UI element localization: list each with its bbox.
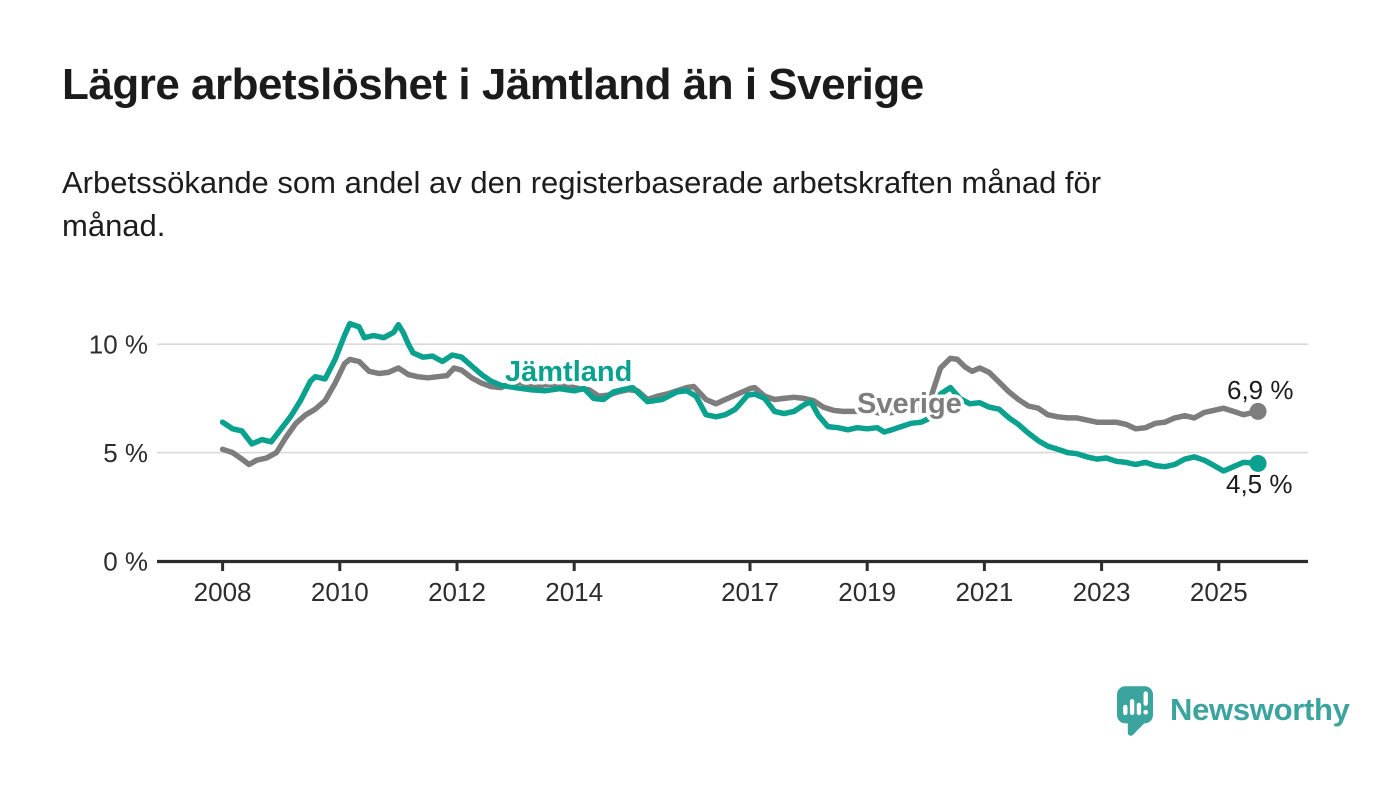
xtick-label-2012: 2012 [428,577,486,607]
xtick-label-2019: 2019 [838,577,896,607]
series-label-sverige: Sverige [857,388,962,420]
ytick-label-5: 5 % [103,438,148,468]
xtick-label-2023: 2023 [1073,577,1131,607]
chart-subtitle: Arbetssökande som andel av den registerb… [62,161,1101,247]
subtitle-line-1: Arbetssökande som andel av den registerb… [62,165,1102,200]
series-label-jämtland: Jämtland [505,356,632,388]
xtick-label-2008: 2008 [194,577,252,607]
page-title: Lägre arbetslöshet i Jämtland än i Sveri… [62,60,924,109]
end-value-label: 4,5 % [1226,469,1293,499]
subtitle-line-2: månad. [62,208,166,243]
series-line-sverige [219,355,1261,468]
xtick-label-2017: 2017 [721,577,779,607]
end-dot-jämtland [1249,454,1267,472]
newsworthy-logo: Newsworthy [1117,686,1350,738]
xtick-label-2014: 2014 [545,577,603,607]
ytick-label-10: 10 % [89,330,148,360]
end-value-label: 6,9 % [1227,375,1294,405]
newsworthy-logo-text: Newsworthy [1170,692,1350,727]
newsworthy-logo-icon [1117,686,1153,736]
end-dot-sverige [1249,402,1267,420]
xtick-label-2025: 2025 [1190,577,1248,607]
series-line-jämtland [219,320,1261,474]
xtick-label-2021: 2021 [955,577,1013,607]
ytick-label-0: 0 % [103,547,148,577]
xtick-label-2010: 2010 [311,577,369,607]
